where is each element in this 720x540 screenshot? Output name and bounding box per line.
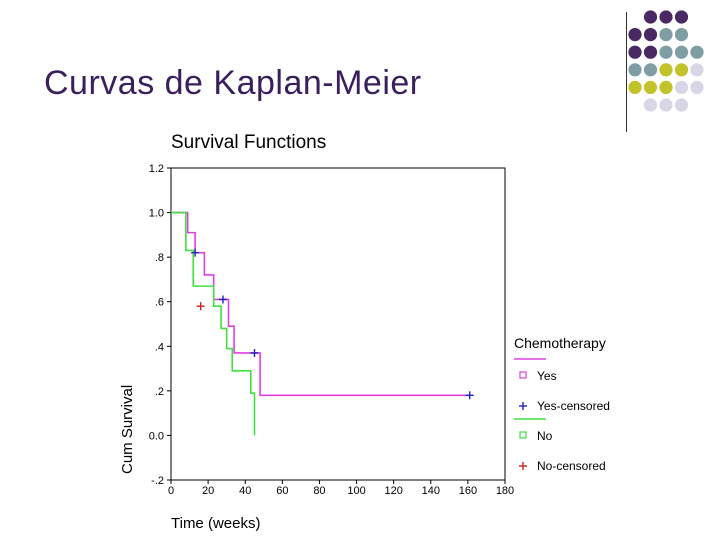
decor-dot [628, 80, 642, 94]
y-tick-label: 0.0 [149, 430, 164, 442]
legend-label: No [537, 429, 553, 443]
decor-dot [643, 80, 658, 94]
x-tick-label: 100 [347, 485, 365, 497]
survival-curves [171, 211, 470, 436]
x-tick-label: 20 [202, 485, 214, 497]
censor-marker-yes-censored [250, 348, 259, 357]
chart-title: Survival Functions [171, 132, 326, 153]
legend-marker [519, 402, 527, 410]
decor-dot [659, 10, 673, 24]
x-tick-label: 120 [384, 485, 402, 497]
slide-title: Curvas de Kaplan-Meier [44, 64, 422, 102]
legend-marker [519, 371, 527, 379]
x-axis-label: Time (weeks) [171, 515, 260, 532]
x-axis: 0 20 40 60 80 100 120 140 160 180 [168, 480, 514, 497]
x-tick-label: 0 [168, 485, 174, 497]
legend-label: No-censored [537, 459, 606, 473]
censor-marker-yes-censored [191, 248, 200, 257]
legend-marker [519, 462, 527, 470]
decor-dot [674, 80, 689, 94]
decor-dot [674, 27, 689, 42]
x-tick-label: 140 [422, 485, 440, 497]
decor-dot [659, 63, 673, 77]
decor-dot [674, 45, 689, 59]
legend-label: Yes [537, 369, 557, 383]
y-tick-label: 1.0 [149, 208, 164, 220]
decor-dot [643, 10, 658, 24]
x-tick-label: 160 [459, 485, 477, 497]
series-yes-line [171, 211, 470, 397]
decor-dot [690, 63, 704, 77]
decor-dot [690, 80, 704, 94]
decor-dot [643, 98, 658, 112]
x-tick-label: 60 [276, 485, 288, 497]
decor-dot [659, 27, 673, 42]
decor-dot [628, 27, 642, 42]
title-divider [626, 12, 627, 132]
legend-label: Yes-censored [537, 399, 610, 413]
series-no-line [171, 211, 256, 436]
decor-dot [659, 98, 673, 112]
censored-markers [191, 248, 474, 400]
legend-marker [519, 431, 527, 439]
y-tick-label: -.2 [151, 475, 164, 487]
decor-dot [674, 10, 689, 24]
decor-dot [628, 63, 642, 77]
censor-marker-yes-censored [465, 391, 474, 400]
y-tick-label: .4 [155, 341, 164, 353]
y-axis: -.2 0.0 .2 .4 .6 .8 1.0 1.2 [149, 163, 171, 487]
y-axis-label: Cum Survival [119, 385, 136, 474]
legend: Chemotherapy Yes Yes-censored No No-censore… [514, 335, 610, 473]
x-tick-label: 80 [313, 485, 325, 497]
decor-dot [643, 27, 658, 42]
decor-dot [643, 63, 658, 77]
legend-title: Chemotherapy [514, 335, 606, 351]
y-tick-label: .8 [155, 252, 164, 264]
censor-marker-no-censored [196, 302, 205, 311]
censor-marker-yes-censored [218, 295, 227, 304]
decor-dot [659, 80, 673, 94]
decorative-dot-grid [628, 10, 704, 112]
decor-dot [643, 45, 658, 59]
plot-frame [170, 167, 506, 481]
y-tick-label: .6 [155, 297, 164, 309]
decor-dot [674, 98, 689, 112]
decor-dot [659, 45, 673, 59]
decor-dot [674, 63, 689, 77]
x-tick-label: 40 [239, 485, 251, 497]
x-tick-label: 180 [496, 485, 514, 497]
y-tick-label: .2 [155, 386, 164, 398]
decor-dot [690, 45, 704, 59]
y-tick-label: 1.2 [149, 163, 164, 175]
decor-dot [628, 45, 642, 59]
